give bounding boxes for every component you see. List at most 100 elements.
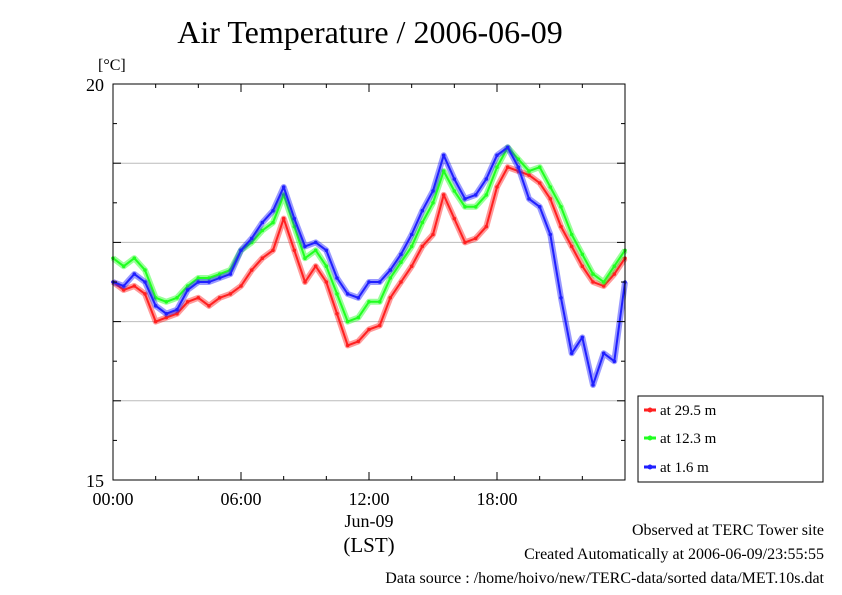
data-point (377, 280, 382, 284)
data-point (335, 292, 339, 296)
date-label: Jun-09 (345, 511, 394, 531)
data-point (132, 256, 137, 261)
series-line (112, 166, 626, 347)
axis-ticks (112, 83, 626, 481)
data-point (153, 296, 158, 300)
data-point (431, 201, 435, 205)
data-point (196, 296, 201, 300)
data-point (559, 205, 563, 209)
data-point (313, 248, 318, 253)
data-point (196, 280, 201, 284)
chart-title: Air Temperature / 2006-06-09 (177, 14, 563, 50)
data-point (175, 296, 179, 300)
data-point (441, 153, 446, 158)
data-point (527, 197, 531, 201)
data-point (132, 272, 137, 276)
data-point (367, 280, 371, 284)
data-point (559, 224, 563, 229)
data-point (260, 256, 265, 261)
data-point (409, 232, 414, 237)
data-point (228, 272, 233, 276)
legend-marker (647, 435, 653, 441)
data-point (324, 248, 329, 253)
data-point (303, 256, 307, 261)
data-point (527, 169, 531, 173)
x-axis-label: (LST) (343, 533, 394, 557)
footer-created: Created Automatically at 2006-06-09/23:5… (524, 546, 824, 563)
data-point (228, 292, 233, 296)
data-point (537, 165, 542, 169)
grid-lines (113, 162, 625, 402)
data-point (292, 248, 297, 253)
legend-marker (647, 407, 653, 413)
data-point (185, 288, 190, 292)
data-point (516, 165, 521, 169)
series-layer (111, 144, 628, 388)
data-point (217, 272, 222, 276)
data-point (399, 260, 403, 265)
data-point (399, 252, 403, 257)
data-point (399, 280, 403, 284)
data-point (580, 335, 585, 340)
data-point (121, 284, 126, 288)
data-point (388, 268, 393, 272)
x-tick-labels: 00:00 06:00 12:00 18:00 (92, 489, 517, 509)
data-point (143, 292, 147, 296)
data-point (516, 157, 521, 161)
data-point (601, 280, 606, 284)
data-point (452, 189, 457, 193)
data-point (313, 264, 318, 269)
data-point (548, 197, 553, 201)
data-point (249, 240, 254, 245)
data-point (281, 193, 286, 197)
data-point (388, 296, 393, 300)
y-tick-label: 20 (86, 75, 104, 95)
data-point (239, 284, 243, 288)
data-point (377, 300, 382, 304)
x-tick-label: 06:00 (220, 489, 261, 509)
data-point (484, 224, 489, 229)
y-tick-label: 15 (86, 471, 104, 491)
data-point (473, 236, 478, 241)
data-point (271, 208, 275, 213)
data-point (431, 232, 435, 237)
data-point (271, 248, 275, 253)
data-point (612, 359, 617, 364)
data-point (164, 311, 169, 316)
data-point (473, 205, 478, 209)
data-point (452, 177, 457, 181)
footer-source: Data source : /home/hoivo/new/TERC-data/… (385, 570, 824, 587)
data-point (164, 300, 169, 304)
data-point (591, 280, 595, 284)
data-point (121, 264, 126, 269)
data-point (420, 220, 425, 225)
data-point (527, 173, 531, 177)
data-point (548, 232, 553, 237)
legend-label: at 1.6 m (660, 460, 709, 476)
data-point (153, 319, 158, 324)
data-point (281, 216, 286, 221)
legend-box (637, 395, 824, 483)
data-point (153, 304, 158, 308)
footer-info: Observed at TERC Tower site Created Auto… (385, 519, 824, 591)
data-point (420, 208, 425, 213)
data-point (441, 193, 446, 197)
footer-site: Observed at TERC Tower site (631, 522, 824, 539)
data-point (313, 240, 318, 245)
data-point (452, 216, 457, 221)
data-point (217, 276, 222, 280)
data-point (303, 280, 307, 284)
data-point (473, 193, 478, 197)
data-point (207, 304, 211, 308)
data-point (601, 284, 606, 288)
data-point (356, 315, 361, 320)
data-point (377, 323, 382, 328)
data-point (196, 276, 201, 280)
data-point (559, 296, 563, 300)
data-point (591, 383, 595, 387)
data-point (409, 244, 414, 249)
data-point (260, 220, 265, 225)
data-point (356, 339, 361, 344)
data-point (292, 224, 297, 229)
data-point (356, 296, 361, 300)
